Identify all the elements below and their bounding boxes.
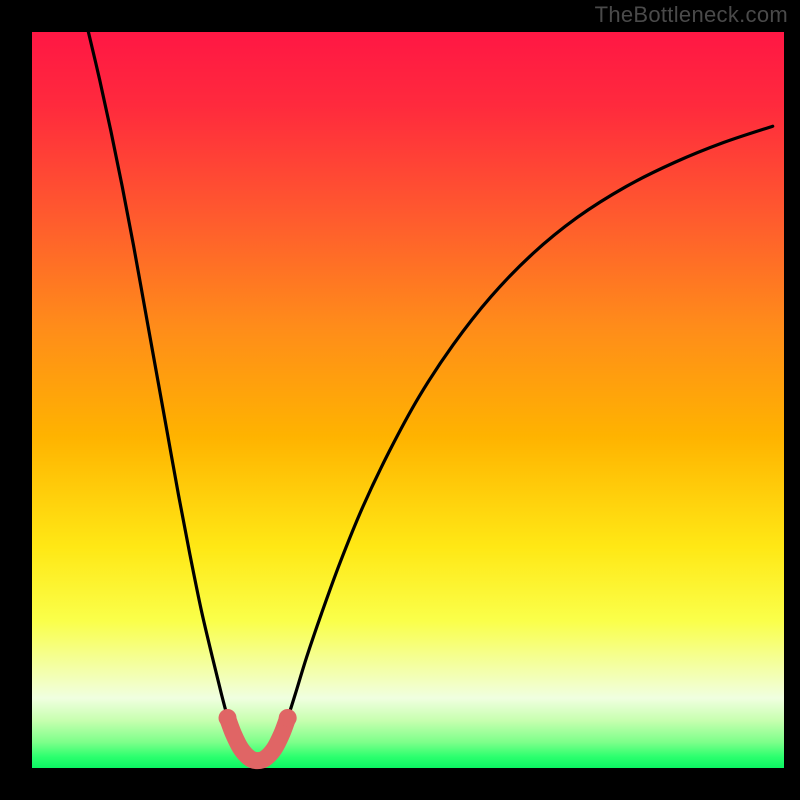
plot-background — [32, 32, 784, 768]
bottleneck-chart-svg — [0, 0, 800, 800]
salmon-clasp-dot-right — [279, 709, 297, 727]
watermark-text: TheBottleneck.com — [595, 2, 788, 28]
stage: TheBottleneck.com — [0, 0, 800, 800]
salmon-clasp-dot-left — [219, 709, 237, 727]
